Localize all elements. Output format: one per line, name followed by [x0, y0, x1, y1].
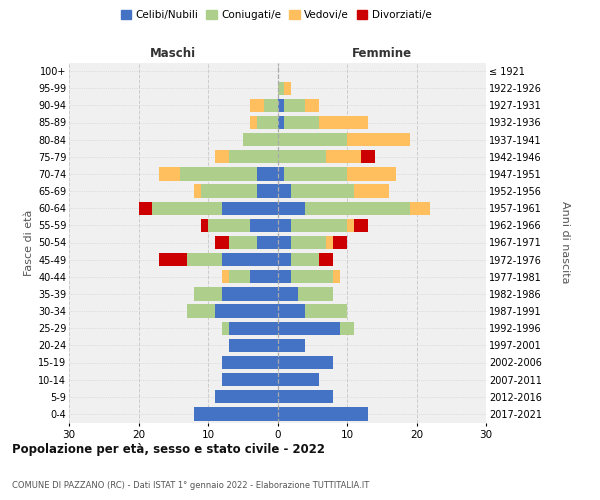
Y-axis label: Anni di nascita: Anni di nascita: [560, 201, 570, 284]
Bar: [347, 218, 354, 232]
Bar: [410, 202, 430, 215]
Bar: [257, 167, 277, 180]
Bar: [333, 270, 340, 283]
Bar: [222, 270, 229, 283]
Bar: [194, 287, 222, 300]
Bar: [250, 116, 257, 129]
Y-axis label: Fasce di età: Fasce di età: [23, 210, 34, 276]
Bar: [208, 218, 250, 232]
Bar: [201, 184, 257, 198]
Legend: Celibi/Nubili, Coniugati/e, Vedovi/e, Divorziati/e: Celibi/Nubili, Coniugati/e, Vedovi/e, Di…: [121, 10, 431, 20]
Bar: [277, 304, 305, 318]
Bar: [277, 167, 284, 180]
Text: COMUNE DI PAZZANO (RC) - Dati ISTAT 1° gennaio 2022 - Elaborazione TUTTITALIA.IT: COMUNE DI PAZZANO (RC) - Dati ISTAT 1° g…: [12, 480, 369, 490]
Bar: [361, 150, 375, 164]
Bar: [277, 218, 292, 232]
Bar: [347, 133, 410, 146]
Bar: [194, 407, 277, 420]
Bar: [187, 253, 222, 266]
Bar: [257, 184, 277, 198]
Bar: [201, 218, 208, 232]
Bar: [250, 98, 263, 112]
Bar: [277, 338, 305, 352]
Bar: [222, 373, 277, 386]
Bar: [229, 150, 277, 164]
Bar: [277, 322, 340, 335]
Bar: [347, 167, 395, 180]
Bar: [305, 202, 410, 215]
Bar: [277, 373, 319, 386]
Bar: [277, 407, 368, 420]
Bar: [250, 218, 277, 232]
Text: Popolazione per età, sesso e stato civile - 2022: Popolazione per età, sesso e stato civil…: [12, 442, 325, 456]
Bar: [139, 202, 152, 215]
Bar: [277, 150, 326, 164]
Bar: [354, 218, 368, 232]
Bar: [277, 202, 305, 215]
Bar: [319, 116, 368, 129]
Bar: [284, 167, 347, 180]
Bar: [160, 167, 180, 180]
Bar: [292, 218, 347, 232]
Bar: [263, 98, 277, 112]
Bar: [284, 82, 292, 95]
Bar: [277, 287, 298, 300]
Bar: [243, 133, 277, 146]
Bar: [222, 356, 277, 369]
Text: Femmine: Femmine: [352, 47, 412, 60]
Bar: [222, 322, 229, 335]
Bar: [333, 236, 347, 249]
Bar: [277, 356, 333, 369]
Bar: [257, 236, 277, 249]
Bar: [229, 322, 277, 335]
Bar: [298, 287, 333, 300]
Bar: [222, 287, 277, 300]
Bar: [277, 116, 284, 129]
Bar: [340, 322, 354, 335]
Bar: [326, 236, 333, 249]
Bar: [187, 304, 215, 318]
Bar: [160, 253, 187, 266]
Bar: [305, 304, 347, 318]
Bar: [277, 253, 292, 266]
Bar: [250, 270, 277, 283]
Bar: [277, 98, 284, 112]
Bar: [215, 150, 229, 164]
Bar: [257, 116, 277, 129]
Bar: [277, 184, 292, 198]
Bar: [152, 202, 222, 215]
Bar: [215, 236, 229, 249]
Bar: [194, 184, 201, 198]
Bar: [222, 202, 277, 215]
Bar: [277, 270, 292, 283]
Bar: [354, 184, 389, 198]
Bar: [284, 116, 319, 129]
Bar: [180, 167, 257, 180]
Bar: [319, 253, 333, 266]
Bar: [229, 270, 250, 283]
Bar: [215, 304, 277, 318]
Bar: [292, 236, 326, 249]
Bar: [292, 253, 319, 266]
Bar: [292, 270, 333, 283]
Bar: [229, 338, 277, 352]
Bar: [292, 184, 354, 198]
Bar: [326, 150, 361, 164]
Text: Maschi: Maschi: [150, 47, 196, 60]
Bar: [277, 133, 347, 146]
Bar: [277, 236, 292, 249]
Bar: [284, 98, 305, 112]
Bar: [229, 236, 257, 249]
Bar: [277, 390, 333, 404]
Bar: [215, 390, 277, 404]
Bar: [305, 98, 319, 112]
Bar: [277, 82, 284, 95]
Bar: [222, 253, 277, 266]
